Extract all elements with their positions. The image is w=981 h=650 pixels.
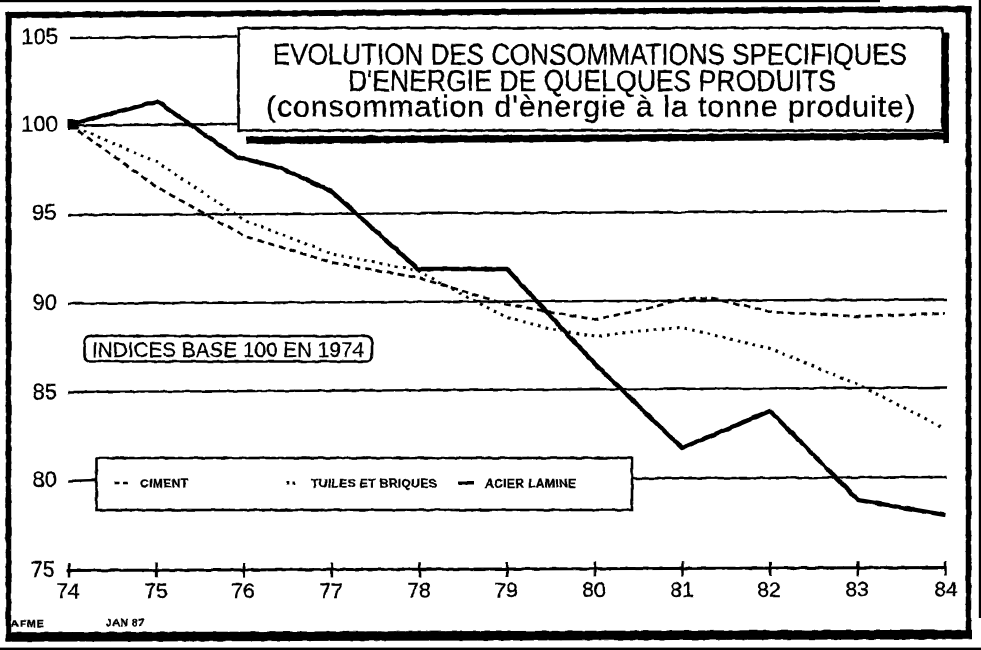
svg-text:(consommation d'ènergie à la t: (consommation d'ènergie à la tonne produ… bbox=[266, 91, 915, 124]
svg-text:85: 85 bbox=[33, 380, 57, 405]
svg-text:CIMENT: CIMENT bbox=[140, 477, 189, 491]
svg-text:74: 74 bbox=[56, 580, 80, 603]
svg-text:100: 100 bbox=[21, 112, 58, 137]
svg-text:81: 81 bbox=[670, 579, 693, 602]
svg-text:AFME: AFME bbox=[11, 618, 45, 630]
svg-text:80: 80 bbox=[582, 579, 605, 602]
svg-text:75: 75 bbox=[144, 580, 167, 603]
svg-text:90: 90 bbox=[33, 290, 57, 315]
svg-text:79: 79 bbox=[494, 579, 517, 602]
svg-text:ACIER LAMINE: ACIER LAMINE bbox=[485, 477, 576, 491]
svg-text:77: 77 bbox=[319, 580, 342, 603]
svg-text:80: 80 bbox=[33, 467, 57, 492]
svg-text:95: 95 bbox=[32, 200, 56, 225]
svg-text:INDICES BASE 100 EN 1974: INDICES BASE 100 EN 1974 bbox=[92, 339, 364, 362]
svg-text:D'ENERGIE DE QUELQUES PRODUITS: D'ENERGIE DE QUELQUES PRODUITS bbox=[348, 65, 836, 98]
svg-text:75: 75 bbox=[31, 557, 55, 582]
svg-text:TUILES ET BRIQUES: TUILES ET BRIQUES bbox=[311, 477, 437, 491]
svg-text:76: 76 bbox=[231, 580, 254, 603]
svg-text:82: 82 bbox=[757, 579, 780, 602]
svg-text:83: 83 bbox=[845, 579, 868, 602]
svg-text:84: 84 bbox=[934, 578, 958, 601]
svg-text:JAN 87: JAN 87 bbox=[106, 617, 145, 629]
svg-text:EVOLUTION DES CONSOMMATIONS SP: EVOLUTION DES CONSOMMATIONS SPECIFIQUES bbox=[273, 39, 907, 72]
svg-text:105: 105 bbox=[21, 24, 58, 49]
svg-text:78: 78 bbox=[407, 580, 430, 603]
